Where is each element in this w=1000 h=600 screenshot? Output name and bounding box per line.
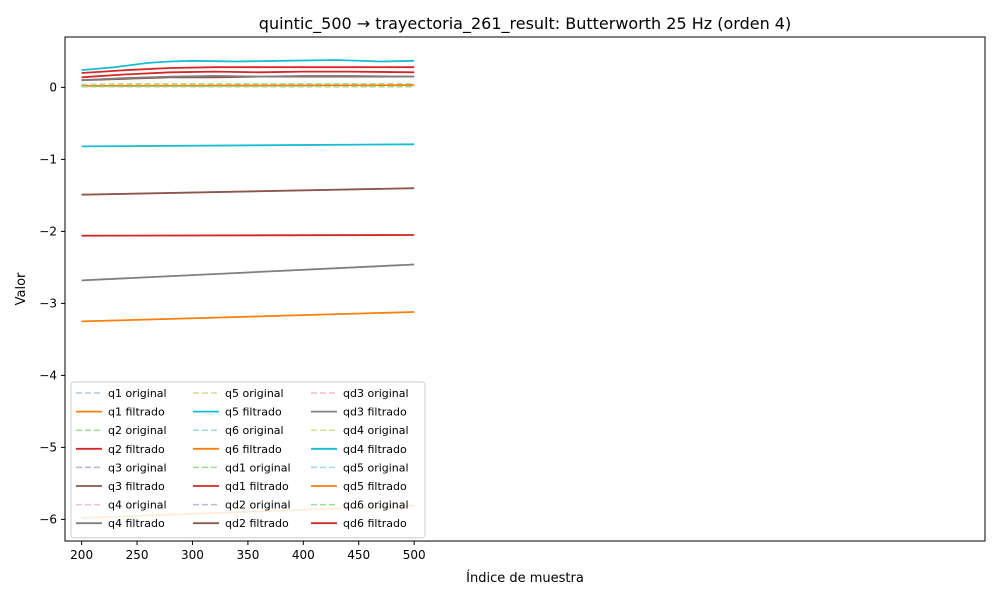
y-tick-label-0: −6 [39, 512, 57, 526]
x-axis-label: Índice de muestra [466, 570, 584, 586]
series-line-21 [81, 84, 415, 87]
y-axis-label: Valor [14, 272, 29, 305]
legend-entry-14: qd2 original [225, 499, 291, 512]
legend-entry-2: q2 original [108, 424, 167, 437]
x-tick-label-6: 500 [403, 548, 426, 562]
plot-frame [64, 36, 986, 542]
series-line-19 [81, 59, 415, 71]
legend-entry-3: q2 filtrado [108, 443, 165, 456]
series-line-7 [81, 263, 415, 282]
legend-entry-15: qd2 filtrado [225, 517, 289, 530]
series-line-23 [81, 66, 415, 74]
series-line-11 [81, 311, 415, 323]
legend-entry-17: qd3 filtrado [343, 406, 407, 419]
x-tick-label-3: 350 [236, 548, 259, 562]
y-tick-label-2: −4 [39, 368, 57, 382]
x-tick-label-4: 400 [292, 548, 315, 562]
legend-entry-13: qd1 filtrado [225, 480, 289, 493]
legend-entry-1: q1 filtrado [108, 406, 165, 419]
legend-entry-22: qd6 original [343, 499, 409, 512]
y-tick-label-6: 0 [49, 80, 57, 94]
legend-entry-21: qd5 filtrado [343, 480, 407, 493]
legend-entry-19: qd4 filtrado [343, 443, 407, 456]
y-axis: −6 −5 −4 −3 −2 −1 0 [39, 80, 65, 526]
y-tick-label-1: −5 [39, 440, 57, 454]
legend-entry-23: qd6 filtrado [343, 517, 407, 530]
legend-entry-7: q4 filtrado [108, 517, 165, 530]
legend-entry-4: q3 original [108, 461, 167, 474]
legend-box [70, 381, 426, 539]
legend-entry-12: qd1 original [225, 461, 291, 474]
legend-entry-9: q5 filtrado [225, 406, 282, 419]
legend-entry-8: q5 original [225, 387, 284, 400]
legend-entry-16: qd3 original [343, 387, 409, 400]
series-line-9 [81, 143, 415, 148]
legend-entry-18: qd4 original [343, 424, 409, 437]
x-tick-label-0: 200 [70, 548, 93, 562]
legend-entry-5: q3 filtrado [108, 480, 165, 493]
series-line-12 [81, 83, 415, 86]
legend-entry-0: q1 original [108, 387, 167, 400]
legend-entry-6: q4 original [108, 499, 167, 512]
series-line-13 [81, 70, 415, 79]
chart-title: quintic_500 → trayectoria_261_result: Bu… [259, 14, 791, 34]
x-axis: 200 250 300 350 400 450 500 [70, 541, 426, 562]
y-tick-label-3: −3 [39, 296, 57, 310]
legend-entry-10: q6 original [225, 424, 284, 437]
series-line-5 [81, 187, 415, 196]
legend-entry-20: qd5 original [343, 461, 409, 474]
y-tick-label-4: −2 [39, 224, 57, 238]
x-tick-label-5: 450 [347, 548, 370, 562]
series-line-3 [81, 234, 415, 237]
x-tick-label-1: 250 [126, 548, 149, 562]
x-tick-label-2: 300 [181, 548, 204, 562]
y-tick-label-5: −1 [39, 152, 57, 166]
legend: q1 original q1 filtrado q2 original q2 filt… [70, 381, 426, 539]
series-line-17 [81, 74, 415, 82]
legend-entry-11: q6 filtrado [225, 443, 282, 456]
series-layer [81, 59, 415, 519]
